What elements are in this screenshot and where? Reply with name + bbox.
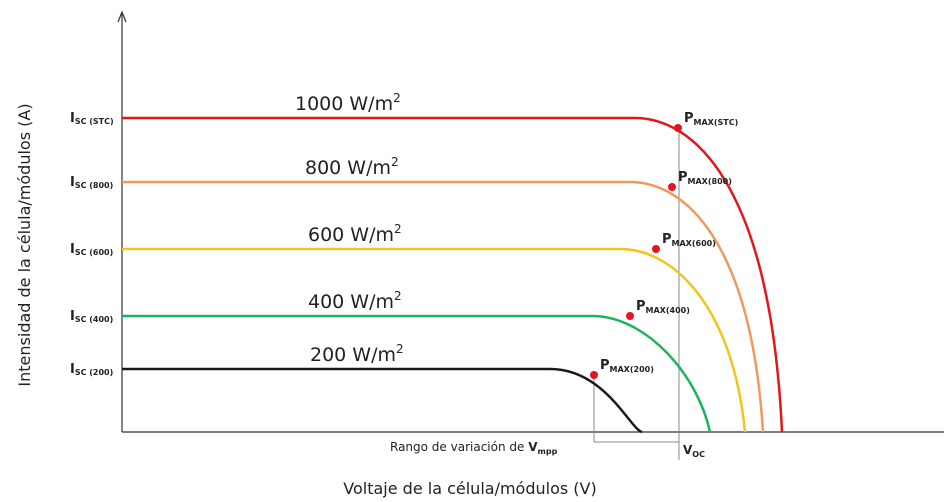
- pmax-point: [626, 312, 634, 320]
- isc-label: ISC (600): [70, 242, 113, 257]
- isc-sub: SC (600): [75, 248, 113, 257]
- iv-curve: [122, 367, 643, 434]
- exponent: 2: [396, 342, 404, 356]
- pmax-sub: MAX(STC): [694, 118, 739, 127]
- isc-sub: SC (800): [75, 181, 113, 190]
- isc-sub: SC (200): [75, 368, 113, 377]
- voc-label: VOC: [683, 443, 705, 459]
- isc-base: I: [70, 309, 75, 324]
- pmax-sub: MAX(400): [646, 306, 690, 315]
- pmax-label: PMAX(400): [636, 299, 690, 315]
- irradiance: 200 W/m: [310, 344, 396, 366]
- y-axis-arrow: [117, 10, 127, 23]
- irradiance-label: 200 W/m2: [310, 342, 404, 366]
- iv-curve: [122, 180, 765, 433]
- exponent: 2: [391, 155, 399, 169]
- pmax-point: [668, 183, 676, 191]
- x-axis-label: Voltaje de la célula/módulos (V): [343, 479, 596, 498]
- pmax-base: P: [636, 299, 646, 314]
- isc-sub: SC (400): [75, 315, 113, 324]
- irradiance-label: 1000 W/m2: [295, 91, 401, 115]
- irradiance: 600 W/m: [308, 224, 394, 246]
- exponent: 2: [394, 222, 402, 236]
- pmax-label: PMAX(200): [600, 358, 654, 374]
- iv-curve: [122, 247, 747, 433]
- irradiance: 400 W/m: [308, 291, 394, 313]
- y-axis-label: Intensidad de la célula/módulos (A): [15, 103, 34, 386]
- irradiance-label: 800 W/m2: [305, 155, 399, 179]
- isc-label: ISC (STC): [70, 111, 114, 126]
- range-label: Rango de variación de Vmpp: [390, 440, 558, 456]
- irradiance-label: 600 W/m2: [308, 222, 402, 246]
- isc-base: I: [70, 242, 75, 257]
- isc-label: ISC (800): [70, 175, 113, 190]
- irradiance: 800 W/m: [305, 157, 391, 179]
- pmax-sub: MAX(200): [610, 365, 654, 374]
- irradiance-label: 400 W/m2: [308, 289, 402, 313]
- pmax-base: P: [678, 170, 688, 185]
- pmax-base: P: [662, 232, 672, 247]
- pmax-label: PMAX(800): [678, 170, 732, 186]
- pmax-point: [590, 371, 598, 379]
- isc-label: ISC (400): [70, 309, 113, 324]
- isc-base: I: [70, 362, 75, 377]
- exponent: 2: [393, 91, 401, 105]
- pmax-label: PMAX(STC): [684, 111, 738, 127]
- isc-sub: SC (STC): [75, 117, 114, 126]
- pmax-base: P: [684, 111, 694, 126]
- pmax-sub: MAX(800): [688, 177, 732, 186]
- irradiance: 1000 W/m: [295, 93, 393, 115]
- isc-base: I: [70, 111, 75, 126]
- pmax-sub: MAX(600): [672, 239, 716, 248]
- pmax-point: [652, 245, 660, 253]
- pmax-label: PMAX(600): [662, 232, 716, 248]
- exponent: 2: [394, 289, 402, 303]
- pmax-base: P: [600, 358, 610, 373]
- isc-base: I: [70, 175, 75, 190]
- iv-curve: [122, 314, 712, 433]
- isc-label: ISC (200): [70, 362, 113, 377]
- iv-curve: [122, 116, 784, 433]
- pmax-point: [674, 124, 682, 132]
